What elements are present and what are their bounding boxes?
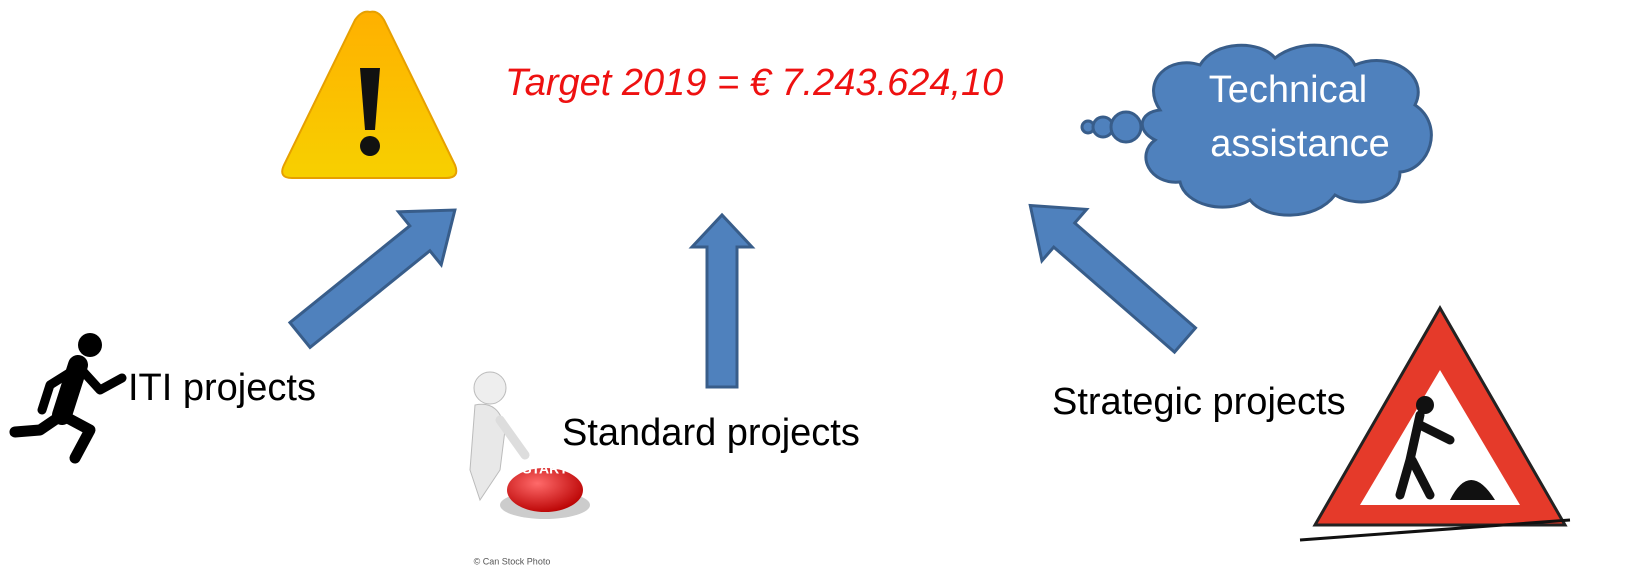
target-title: Target 2019 = € 7.243.624,10 xyxy=(505,62,1003,104)
roadworks-icon xyxy=(1299,304,1571,542)
runner-icon xyxy=(9,333,127,464)
cloud-line: assistance xyxy=(1210,123,1390,165)
arrow xyxy=(287,208,457,350)
start-icon: START xyxy=(469,371,590,519)
svg-text:START: START xyxy=(522,461,568,477)
arrow xyxy=(688,212,756,389)
thought-cloud xyxy=(1080,43,1433,217)
source-label: Strategic projects xyxy=(1052,381,1346,423)
warning-icon xyxy=(281,10,458,179)
source-label: ITI projects xyxy=(128,367,316,409)
cloud-line: Technical xyxy=(1209,69,1367,111)
source-label: Standard projects xyxy=(562,412,860,454)
arrow xyxy=(1028,203,1198,355)
watermark: © Can Stock Photo xyxy=(474,556,551,566)
